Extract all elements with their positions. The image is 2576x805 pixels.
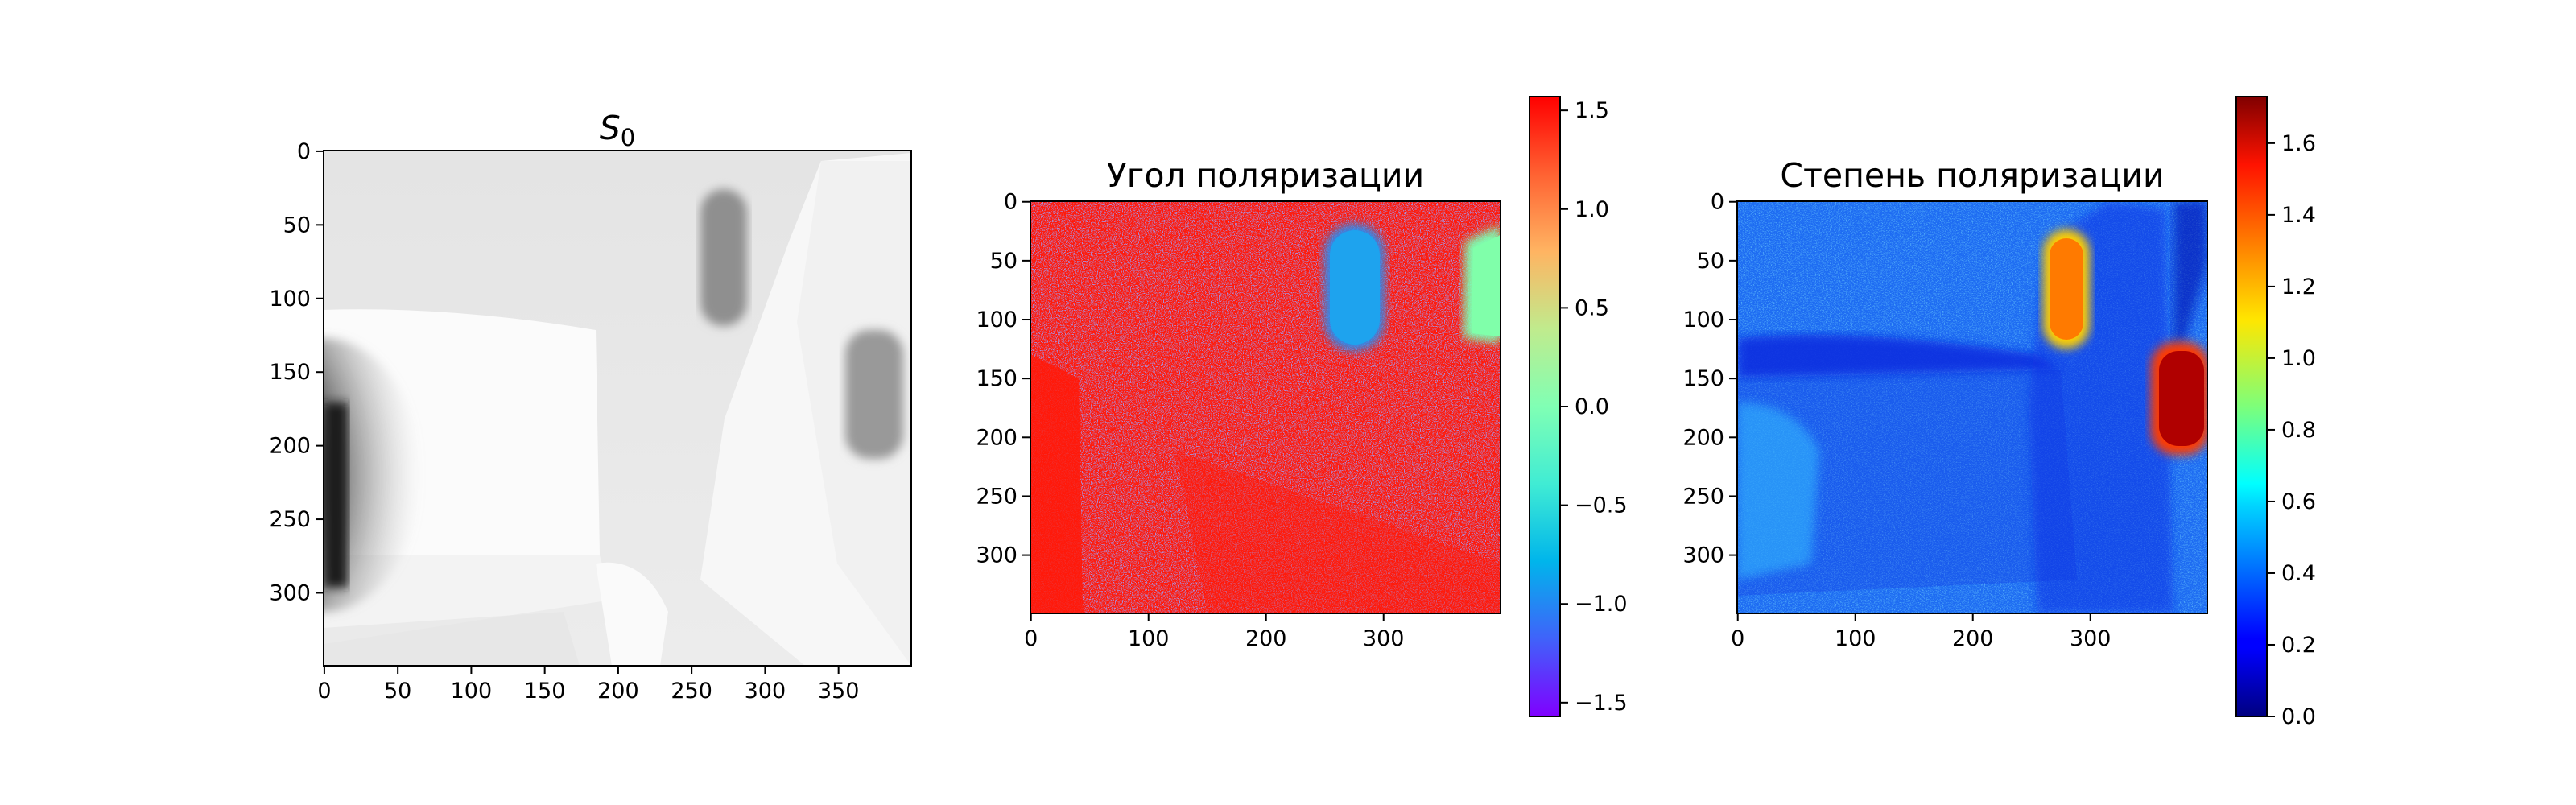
angle-colorbar [1530, 97, 1560, 716]
degree-y-tick-label: 300 [1682, 543, 1724, 568]
degree-colorbar-tick-label: 0.8 [2281, 418, 2316, 443]
s0-y-tick-label: 150 [269, 360, 311, 385]
degree-x-tick-label: 300 [2070, 626, 2112, 651]
degree-colorbar-tick-label: 1.6 [2281, 131, 2316, 156]
s0-y-tick-label: 250 [269, 507, 311, 532]
angle-title: Угол поляризации [1107, 156, 1424, 195]
degree-colorbar-tick-label: 1.0 [2281, 346, 2316, 371]
degree-colorbar-tick-label: 1.2 [2281, 275, 2316, 299]
s0-y-tick-label: 0 [297, 139, 311, 164]
angle-x-tick-label: 300 [1363, 626, 1405, 651]
s0-x-tick-label: 350 [818, 679, 860, 704]
angle-y-tick-label: 200 [976, 425, 1018, 450]
degree-ticks: 0 100 200 300 0 50 100 150 200 250 300 [1682, 190, 2111, 651]
s0-image [324, 151, 911, 666]
s0-y-tick-label: 100 [269, 287, 311, 312]
s0-y-tick-label: 200 [269, 434, 311, 459]
angle-colorbar-tick-label: −1.5 [1575, 691, 1628, 716]
s0-x-tick-label: 150 [524, 679, 566, 704]
angle-colorbar-tick-label: 0.0 [1575, 394, 1609, 419]
angle-y-tick-label: 50 [990, 249, 1018, 274]
angle-colorbar-tick-label: 1.5 [1575, 98, 1609, 123]
angle-colorbar-tick-label: 0.5 [1575, 295, 1609, 320]
degree-image [1737, 201, 2207, 613]
angle-colorbar-tick-label: −1.0 [1575, 592, 1628, 617]
angle-image [1030, 201, 1501, 613]
degree-y-tick-label: 250 [1682, 484, 1724, 509]
degree-title: Степень поляризации [1780, 156, 2164, 195]
angle-ticks: 0 100 200 300 0 50 100 150 200 250 300 [976, 190, 1404, 651]
degree-y-tick-label: 0 [1711, 190, 1724, 215]
angle-y-tick-label: 100 [976, 308, 1018, 332]
degree-colorbar [2236, 97, 2267, 716]
angle-colorbar-ticks: −1.5 −1.0 −0.5 0.0 0.5 1.0 1.5 [1560, 98, 1628, 716]
panel-degree: 0 100 200 300 0 50 100 150 200 250 300 Степень пол… [1682, 96, 2316, 729]
degree-colorbar-ticks: 0.0 0.2 0.4 0.6 0.8 1.0 1.2 1.4 1.6 [2267, 131, 2316, 729]
angle-colorbar-tick-label: 1.0 [1575, 197, 1609, 222]
angle-y-tick-label: 300 [976, 543, 1018, 568]
s0-x-tick-label: 0 [317, 679, 331, 704]
s0-y-tick-label: 300 [269, 580, 311, 605]
degree-y-tick-label: 100 [1682, 308, 1724, 332]
angle-x-tick-label: 100 [1128, 626, 1170, 651]
s0-x-tick-label: 250 [671, 679, 712, 704]
s0-x-tick-label: 50 [384, 679, 411, 704]
angle-x-tick-label: 0 [1024, 626, 1038, 651]
s0-x-tick-label: 300 [745, 679, 786, 704]
degree-y-tick-label: 150 [1682, 366, 1724, 391]
degree-x-tick-label: 0 [1731, 626, 1744, 651]
s0-y-tick-label: 50 [283, 213, 311, 237]
panel-s0: 0 50 100 150 200 250 300 350050100150200250300 … [269, 109, 912, 704]
angle-x-tick-label: 200 [1245, 626, 1287, 651]
degree-y-tick-label: 200 [1682, 425, 1724, 450]
degree-colorbar-tick-label: 0.0 [2281, 704, 2316, 729]
degree-colorbar-tick-label: 0.6 [2281, 489, 2316, 514]
s0-x-tick-label: 200 [597, 679, 639, 704]
degree-colorbar-tick-label: 1.4 [2281, 203, 2316, 228]
angle-y-tick-label: 0 [1004, 190, 1018, 215]
panel-angle: 0 100 200 300 0 50 100 150 200 250 300 Угол поляри… [976, 96, 1628, 717]
angle-y-tick-label: 150 [976, 366, 1018, 391]
degree-x-tick-label: 100 [1835, 626, 1876, 651]
degree-colorbar-frame [2235, 96, 2268, 717]
angle-y-tick-label: 250 [976, 484, 1018, 509]
degree-colorbar-tick-label: 0.4 [2281, 561, 2316, 586]
s0-title: S0 [600, 109, 635, 151]
degree-colorbar-tick-label: 0.2 [2281, 633, 2316, 658]
s0-x-tick-label: 100 [451, 679, 493, 704]
degree-y-tick-label: 50 [1697, 249, 1724, 274]
degree-x-tick-label: 200 [1952, 626, 1994, 651]
angle-colorbar-tick-label: −0.5 [1575, 493, 1628, 518]
s0-ticks: 0 50 100 150 200 250 300 350 0 50 100 150 200 250 300 [269, 139, 859, 704]
